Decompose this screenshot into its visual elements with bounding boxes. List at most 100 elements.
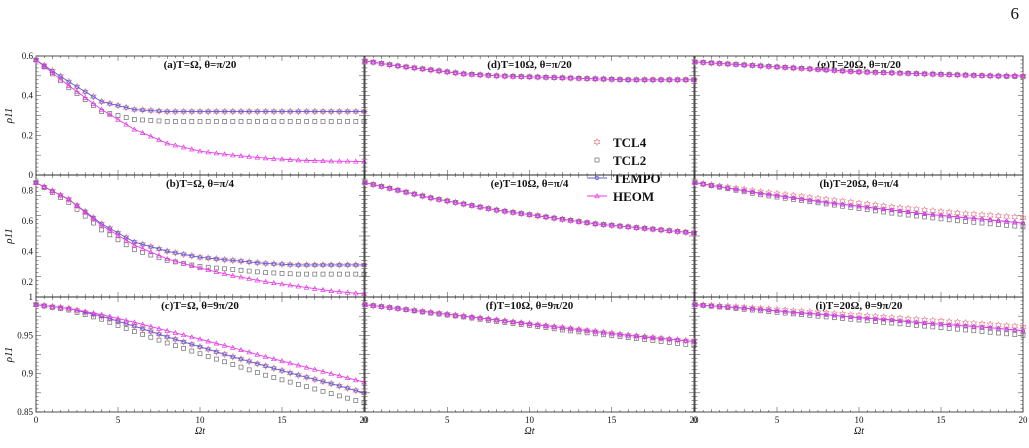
y-tick-label: 0.4 (22, 246, 34, 256)
data-point-tcl2 (140, 117, 145, 123)
data-point-tcl2 (345, 271, 350, 277)
data-point-heom (344, 158, 351, 164)
data-point-tcl4 (953, 209, 961, 218)
series-tcl2 (33, 302, 367, 406)
data-point-heom (328, 287, 334, 294)
data-point-tcl4 (986, 320, 994, 329)
data-point-tcl4 (196, 107, 204, 116)
data-point-tcl4 (493, 206, 501, 215)
data-point-tcl2 (173, 343, 178, 349)
data-point-tcl4 (221, 107, 229, 116)
data-point-tcl2 (864, 318, 870, 324)
data-point-heom (518, 210, 525, 216)
data-point-heom (650, 334, 656, 340)
data-point-heom (641, 333, 648, 339)
data-point-tempo (337, 383, 342, 388)
data-point-heom (1003, 326, 1010, 332)
data-point-tcl4 (863, 200, 871, 209)
panel-title: (e)T=10Ω, θ=π/4 (491, 178, 569, 190)
data-point-heom (856, 68, 862, 74)
data-point-heom (295, 283, 302, 289)
panel-title: (b)T=Ω, θ=π/4 (166, 178, 234, 190)
data-point-heom (1020, 327, 1026, 333)
data-point-heom (954, 71, 961, 77)
data-point-tcl4 (978, 71, 986, 80)
data-point-heom (221, 270, 228, 276)
data-point-tempo (296, 109, 301, 114)
data-point-tcl4 (567, 74, 575, 83)
series-tcl4 (361, 178, 698, 237)
data-point-tcl4 (484, 204, 492, 213)
x-tick-label: 10 (855, 415, 865, 425)
data-point-heom (82, 94, 88, 100)
data-point-tcl4 (986, 71, 994, 80)
data-point-tcl4 (253, 359, 261, 368)
data-point-heom (411, 191, 418, 197)
data-point-heom (625, 223, 631, 229)
panel-frame (694, 296, 1024, 413)
data-point-tcl2 (255, 370, 260, 375)
data-point-tcl4 (212, 347, 220, 356)
data-point-heom (403, 306, 409, 312)
data-point-tempo (304, 109, 309, 114)
data-point-heom (757, 62, 764, 69)
data-point-heom (107, 227, 113, 233)
data-point-heom (674, 228, 681, 234)
data-point-tcl4 (847, 310, 855, 319)
data-point-tcl4 (139, 324, 147, 333)
data-point-heom (123, 237, 129, 243)
series-heom (362, 58, 697, 82)
data-point-heom (148, 249, 154, 255)
x-tick-label: 15 (278, 415, 288, 425)
data-point-tcl4 (139, 240, 147, 249)
x-tick-label: 0 (34, 415, 39, 425)
data-point-heom (485, 316, 492, 322)
data-point-heom (658, 335, 664, 341)
data-point-tempo (148, 244, 153, 249)
data-point-heom (641, 225, 648, 231)
data-point-heom (312, 285, 318, 291)
data-point-tcl4 (427, 308, 435, 317)
data-point-tcl4 (501, 72, 509, 81)
data-point-heom (131, 319, 138, 325)
data-point-tcl4 (789, 63, 797, 72)
data-point-tempo (321, 109, 325, 114)
data-point-heom (617, 76, 623, 82)
data-point-tcl2 (230, 267, 236, 272)
data-point-heom (107, 111, 113, 117)
data-point-heom (378, 60, 385, 66)
y-axis-label: ρ11 (3, 347, 15, 363)
data-point-heom (164, 255, 170, 261)
data-point-tcl4 (558, 215, 566, 224)
data-point-tcl4 (822, 65, 830, 74)
data-point-heom (954, 322, 961, 328)
data-point-heom (33, 179, 39, 185)
data-point-tcl2 (164, 340, 170, 346)
data-point-heom (230, 272, 236, 278)
data-point-heom (608, 76, 615, 82)
data-point-tcl4 (443, 196, 451, 205)
legend-label: TCL2 (613, 153, 646, 168)
data-point-tcl4 (691, 300, 699, 309)
data-point-heom (889, 207, 895, 213)
data-point-tcl4 (699, 301, 707, 310)
data-point-heom (798, 309, 805, 316)
data-point-tcl4 (665, 226, 673, 235)
data-point-heom (872, 205, 879, 211)
data-point-tcl4 (649, 333, 657, 342)
data-point-tcl2 (889, 210, 895, 216)
data-point-heom (271, 279, 277, 286)
data-point-heom (172, 142, 179, 148)
data-point-heom (584, 219, 590, 225)
data-point-tcl4 (937, 207, 945, 216)
data-point-tempo (230, 258, 235, 263)
data-point-tempo (280, 109, 284, 114)
data-point-tcl4 (303, 373, 311, 382)
data-point-tempo (206, 347, 211, 352)
data-point-tcl4 (344, 261, 352, 269)
data-point-tcl2 (287, 379, 293, 385)
data-point-tcl4 (286, 368, 294, 377)
data-point-tcl4 (180, 250, 188, 259)
data-point-tcl4 (591, 327, 599, 336)
data-point-heom (41, 183, 47, 189)
